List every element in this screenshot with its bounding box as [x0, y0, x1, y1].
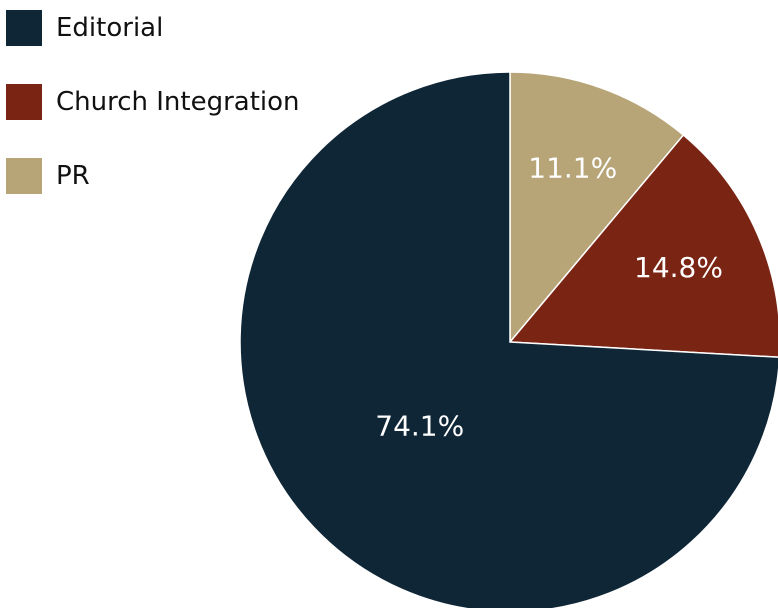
legend-swatch-editorial — [6, 10, 42, 46]
pie-label-pr: 11.1% — [528, 151, 617, 184]
legend-label-church-integration: Church Integration — [56, 87, 300, 117]
pie-slice-pr — [509, 71, 685, 345]
pie-slice-church-integration — [508, 133, 778, 358]
legend-item-church-integration: Church Integration — [6, 82, 300, 122]
legend-label-editorial: Editorial — [56, 13, 164, 43]
pie-label-church-integration: 14.8% — [634, 251, 723, 284]
legend-swatch-church-integration — [6, 84, 42, 120]
legend-item-editorial: Editorial — [6, 8, 300, 48]
legend-label-pr: PR — [56, 161, 90, 191]
legend-item-pr: PR — [6, 156, 300, 196]
pie-label-editorial: 74.1% — [375, 409, 464, 442]
legend: Editorial Church Integration PR — [6, 8, 300, 230]
pie-slice-editorial — [239, 71, 778, 608]
legend-swatch-pr — [6, 158, 42, 194]
